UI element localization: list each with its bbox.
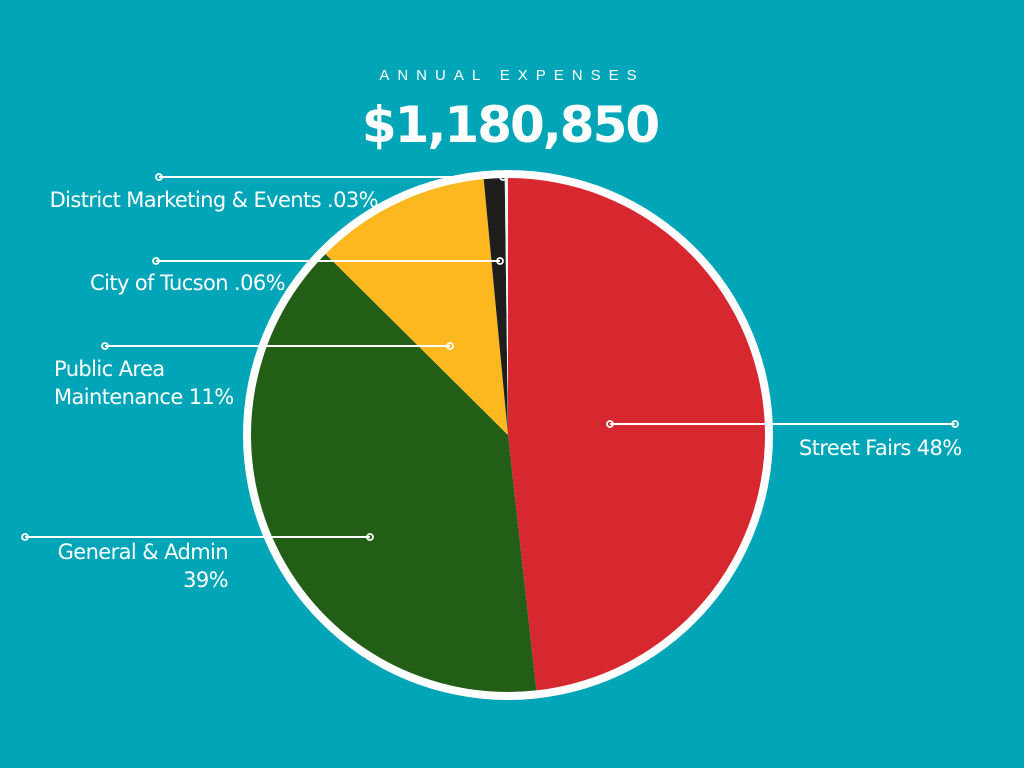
leader-dot-1-0 — [366, 533, 374, 541]
slice-label-1: General & Admin 39% — [58, 540, 228, 592]
pie-slice-0 — [508, 178, 765, 691]
leader-dot-4-0 — [499, 173, 507, 181]
pie-slice-4 — [504, 177, 508, 435]
leader-dot-0-0 — [606, 420, 614, 428]
leader-dot-2-1 — [101, 342, 109, 350]
slice-label-0: Street Fairs 48% — [799, 436, 962, 460]
pie-slice-1 — [251, 253, 537, 692]
leader-dot-4-1 — [155, 173, 163, 181]
leader-lines — [21, 173, 959, 541]
leader-dot-2-0 — [446, 342, 454, 350]
slice-label-2: Public Area Maintenance 11% — [54, 357, 234, 409]
leader-dot-1-1 — [21, 533, 29, 541]
leader-dot-3-1 — [152, 257, 160, 265]
leader-dot-0-1 — [951, 420, 959, 428]
pie-slices — [251, 177, 765, 692]
pie-slice-2 — [325, 179, 508, 435]
slice-labels: Street Fairs 48% General & Admin 39% Public… — [50, 188, 963, 592]
slice-label-4: District Marketing & Events .03% — [50, 188, 378, 212]
chart-title: $1,180,850 — [362, 96, 659, 154]
pie-slice-3 — [483, 178, 508, 435]
leader-dot-3-0 — [496, 257, 504, 265]
chart-subtitle: ANNUAL EXPENSES — [379, 67, 644, 84]
slice-label-3: City of Tucson .06% — [90, 271, 285, 295]
